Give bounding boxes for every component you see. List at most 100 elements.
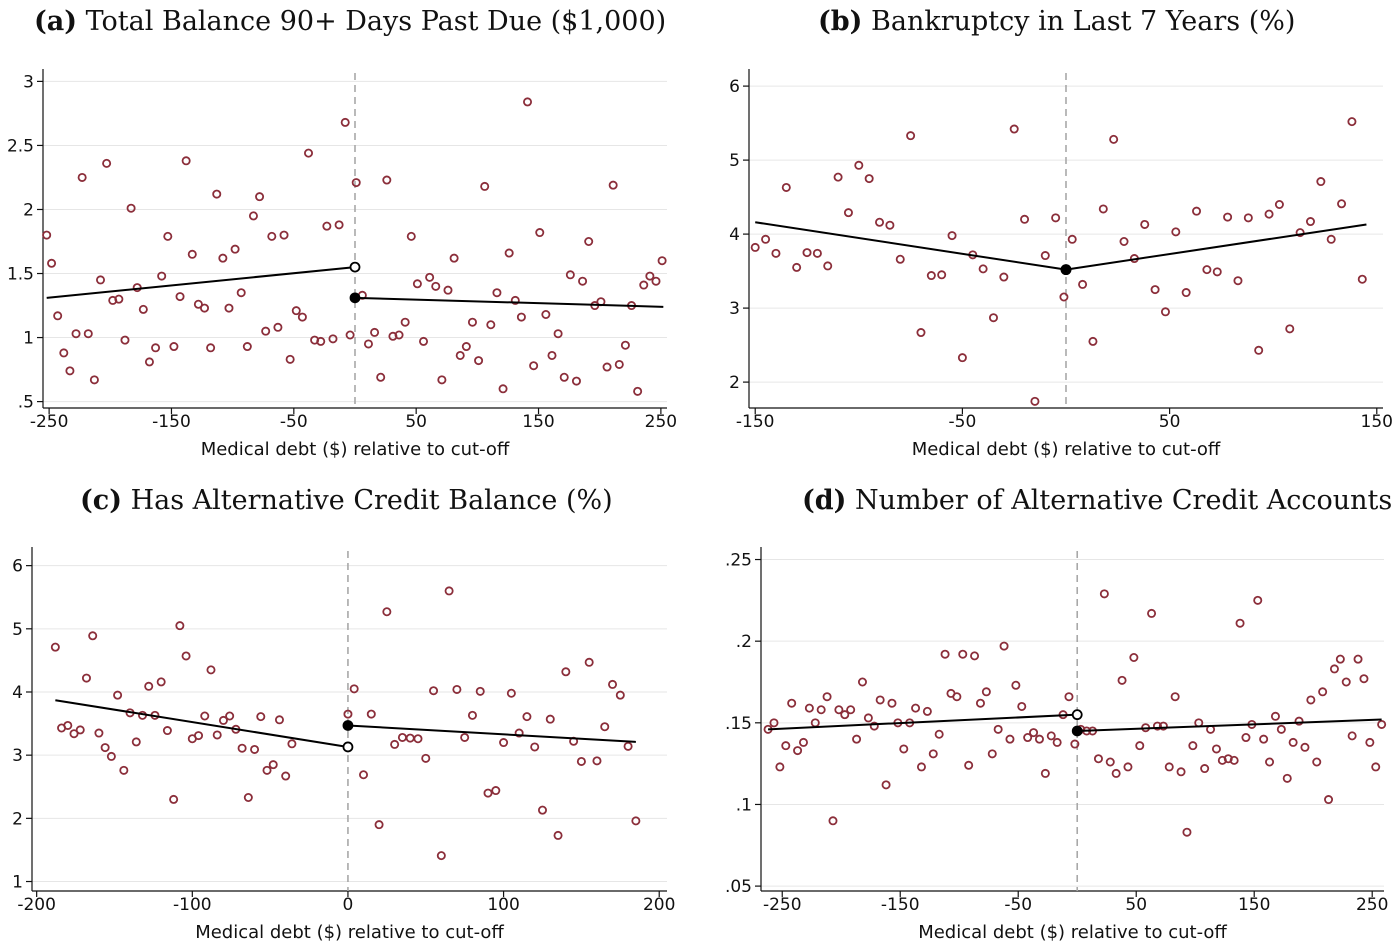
data-point bbox=[798, 737, 808, 747]
data-point bbox=[602, 362, 612, 372]
data-point bbox=[592, 756, 602, 766]
data-point bbox=[486, 320, 496, 330]
data-point bbox=[193, 299, 203, 309]
title-a: (a) Total Balance 90+ Days Past Due ($1,… bbox=[34, 6, 666, 37]
data-point bbox=[1051, 213, 1061, 223]
data-point bbox=[340, 117, 350, 127]
data-point bbox=[1135, 741, 1145, 751]
data-point bbox=[144, 357, 154, 367]
data-point bbox=[1067, 234, 1077, 244]
data-point bbox=[631, 816, 641, 826]
y-tick-label: 2 bbox=[23, 200, 34, 220]
data-point bbox=[261, 326, 271, 336]
data-point bbox=[413, 734, 423, 744]
data-point bbox=[187, 249, 197, 259]
y-tick-label: 4 bbox=[729, 225, 740, 245]
data-point bbox=[620, 340, 630, 350]
right-endpoint bbox=[342, 720, 354, 731]
data-point bbox=[316, 336, 326, 346]
chart-b: 2 3 4 5 6 -150 -50 50 150 Medical debt ($) relati… bbox=[729, 69, 1393, 460]
x-tick-label: 0 bbox=[343, 895, 354, 915]
x-axis-label: Medical debt ($) relative to cut-off bbox=[912, 439, 1221, 460]
data-point bbox=[1241, 733, 1251, 743]
data-point bbox=[1312, 757, 1322, 767]
data-point bbox=[224, 303, 234, 313]
left-endpoint bbox=[349, 261, 361, 273]
data-point bbox=[802, 248, 812, 258]
data-point bbox=[376, 372, 386, 382]
data-point bbox=[864, 174, 874, 184]
x-tick-label: -150 bbox=[152, 412, 191, 432]
data-point bbox=[1217, 755, 1227, 765]
data-point bbox=[81, 673, 91, 683]
data-point bbox=[370, 327, 380, 337]
data-point bbox=[1211, 744, 1221, 754]
data-point bbox=[812, 248, 822, 258]
data-point bbox=[822, 692, 832, 702]
chart-c: 1 2 3 4 5 6 -200 -100 0 100 200 Medical debt ($) re… bbox=[12, 547, 675, 943]
data-point bbox=[304, 148, 314, 158]
data-point bbox=[787, 698, 797, 708]
data-point bbox=[406, 231, 416, 241]
data-point bbox=[322, 221, 332, 231]
data-point bbox=[285, 354, 295, 364]
y-tick-label: 1 bbox=[23, 329, 34, 349]
right-endpoint bbox=[349, 292, 361, 304]
data-point bbox=[1253, 595, 1263, 605]
data-point bbox=[561, 667, 571, 677]
data-point bbox=[1229, 755, 1239, 765]
x-axis-label: Medical debt ($) relative to cut-off bbox=[195, 922, 504, 943]
data-point bbox=[1233, 276, 1243, 286]
data-point bbox=[268, 760, 278, 770]
x-axis-label: Medical debt ($) relative to cut-off bbox=[201, 439, 510, 460]
data-point bbox=[405, 733, 415, 743]
data-point bbox=[83, 329, 93, 339]
x-tick-label: -100 bbox=[173, 895, 212, 915]
title-c-letter: (c) bbox=[80, 485, 122, 516]
x-tick-label: -50 bbox=[1004, 895, 1032, 915]
data-point bbox=[1099, 589, 1109, 599]
data-point bbox=[1109, 134, 1119, 144]
data-point bbox=[106, 751, 116, 761]
y-tick-label: 2.5 bbox=[7, 136, 34, 156]
data-point bbox=[1337, 199, 1347, 209]
data-point bbox=[988, 313, 998, 323]
data-point bbox=[1129, 653, 1139, 663]
data-point bbox=[922, 706, 932, 716]
data-point bbox=[1188, 741, 1198, 751]
data-point bbox=[1212, 267, 1222, 277]
title-a-text: Total Balance 90+ Days Past Due ($1,000) bbox=[85, 6, 667, 37]
y-tick-label: .15 bbox=[725, 714, 752, 734]
data-point bbox=[553, 830, 563, 840]
data-point bbox=[510, 295, 520, 305]
title-a-letter: (a) bbox=[34, 6, 78, 37]
data-point bbox=[206, 343, 216, 353]
data-point bbox=[63, 720, 73, 730]
data-point bbox=[65, 366, 75, 376]
data-point bbox=[1160, 307, 1170, 317]
data-point bbox=[374, 820, 384, 830]
data-point bbox=[916, 328, 926, 338]
data-point bbox=[480, 181, 490, 191]
data-point bbox=[1324, 795, 1334, 805]
data-point bbox=[157, 271, 167, 281]
right-endpoint bbox=[1071, 725, 1083, 737]
data-point bbox=[126, 203, 136, 213]
y-tick-label: 3 bbox=[12, 746, 23, 766]
data-point bbox=[608, 180, 618, 190]
data-point bbox=[828, 816, 838, 826]
data-point bbox=[529, 361, 539, 371]
data-point bbox=[895, 254, 905, 264]
data-point bbox=[53, 311, 63, 321]
data-point bbox=[906, 131, 916, 141]
data-point bbox=[771, 248, 781, 258]
fit-line-left bbox=[768, 713, 1078, 731]
data-point bbox=[1040, 768, 1050, 778]
data-point bbox=[460, 732, 470, 742]
data-point bbox=[947, 231, 957, 241]
data-point bbox=[1223, 212, 1233, 222]
x-tick-label: 50 bbox=[405, 412, 427, 432]
data-point bbox=[412, 279, 422, 289]
data-point bbox=[1070, 739, 1080, 749]
data-point bbox=[144, 681, 154, 691]
